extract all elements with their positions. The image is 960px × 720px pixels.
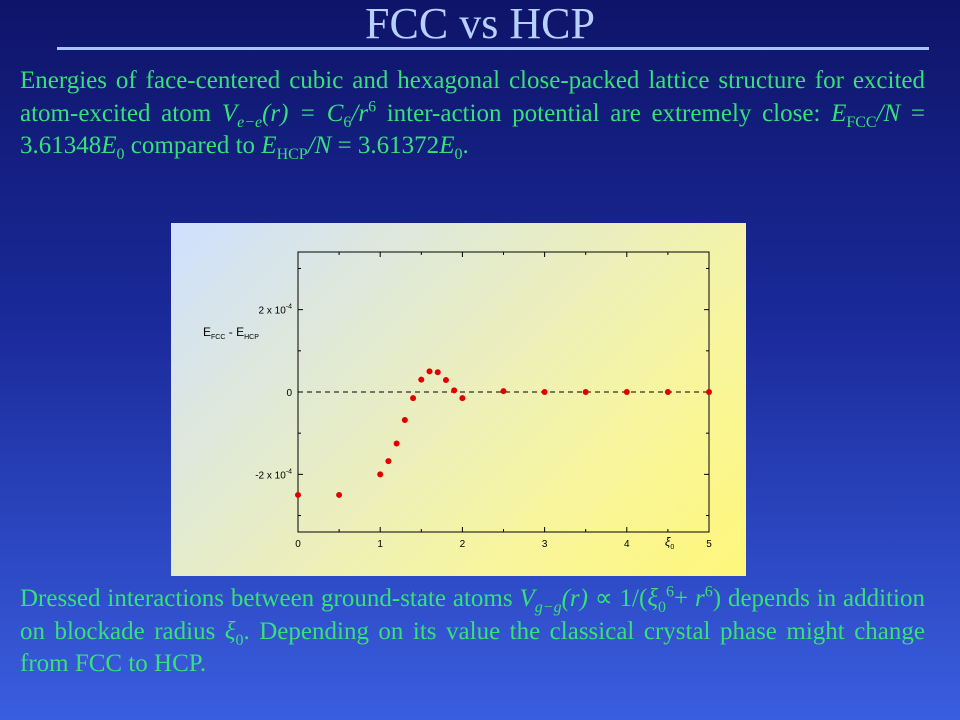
text-run: 6 bbox=[343, 113, 352, 131]
data-point bbox=[393, 440, 400, 447]
data-point bbox=[295, 491, 301, 498]
text-run: (r) = C bbox=[262, 99, 344, 127]
text-run: = 3.61348 bbox=[20, 99, 925, 160]
text-run: ∝ 1/( bbox=[587, 585, 648, 612]
x-axis-label: ξ0 bbox=[665, 535, 674, 551]
energy-difference-chart: 0 1 2 3 4 5-2 x 10-402 x 10-4 EFCC - EHCP ξ0 bbox=[203, 251, 712, 551]
dressed-interactions-paragraph: Dressed interactions between ground-stat… bbox=[20, 583, 925, 681]
text-run: depends in addition on blockade radius bbox=[20, 585, 925, 645]
text-run: 0 bbox=[454, 146, 463, 163]
text-run: (r) bbox=[561, 585, 588, 612]
intro-paragraph: Energies of face-centered cubic and hexa… bbox=[20, 65, 925, 163]
text-run: E bbox=[831, 99, 847, 127]
text-run: /r bbox=[351, 99, 369, 127]
data-point bbox=[401, 417, 408, 423]
slide-title: FCC vs HCP bbox=[365, 0, 595, 48]
text-run: g−g bbox=[534, 599, 562, 616]
data-point bbox=[664, 389, 671, 395]
x-tick-label: 1 bbox=[377, 539, 383, 550]
x-tick-label: 4 bbox=[624, 539, 630, 550]
text-run: 6 bbox=[704, 583, 713, 601]
text-run: . bbox=[462, 132, 469, 159]
data-point bbox=[459, 395, 466, 402]
text-run: 0 bbox=[658, 599, 667, 616]
text-run: HCP bbox=[276, 146, 308, 163]
y-tick-exponent: -4 bbox=[286, 468, 292, 475]
data-point bbox=[418, 376, 425, 383]
text-run: Dressed interactions between ground-stat… bbox=[20, 585, 520, 612]
y-tick-mantissa: 0 bbox=[286, 388, 292, 399]
data-point bbox=[336, 491, 343, 498]
text-run: . Depending on its value the classical c… bbox=[20, 617, 925, 678]
text-run: V bbox=[221, 99, 238, 127]
text-run: 0 bbox=[116, 146, 125, 163]
text-run: V bbox=[519, 585, 535, 612]
y-tick-label: 2 x 10-4 bbox=[259, 304, 293, 317]
data-point bbox=[377, 471, 384, 478]
text-run: ξ bbox=[647, 585, 659, 612]
text-run: = 3.61372 bbox=[331, 132, 440, 159]
x-tick-label: 2 bbox=[460, 539, 466, 550]
x-tick-label: 3 bbox=[542, 539, 548, 550]
data-point bbox=[385, 458, 392, 465]
data-point bbox=[500, 388, 507, 395]
y-tick-label: 0 bbox=[286, 388, 292, 399]
text-run: Energies of face-centered cubic and hexa… bbox=[20, 67, 925, 127]
y-axis-label: EFCC - EHCP bbox=[203, 325, 259, 341]
x-tick-label: 0 bbox=[295, 539, 301, 550]
data-point bbox=[451, 387, 458, 394]
text-run: E bbox=[439, 132, 455, 159]
y-tick-exponent: -4 bbox=[286, 304, 292, 311]
text-run: E bbox=[101, 132, 117, 159]
data-point bbox=[434, 369, 441, 376]
text-run: ) bbox=[712, 585, 722, 612]
text-run: + bbox=[674, 585, 696, 612]
text-run: 6 bbox=[666, 583, 675, 601]
text-run: r bbox=[695, 585, 705, 612]
data-point bbox=[623, 389, 630, 395]
y-tick-mantissa: -2 x 10 bbox=[255, 470, 286, 481]
y-tick-label: -2 x 10-4 bbox=[255, 468, 292, 481]
y-tick-mantissa: 2 x 10 bbox=[259, 306, 287, 317]
text-run: FCC bbox=[846, 113, 877, 131]
text-run: /N bbox=[876, 99, 901, 127]
text-run: 6 bbox=[368, 98, 377, 116]
data-point bbox=[426, 368, 433, 375]
chart-panel: 0 1 2 3 4 5 -2 x 10-4 0 2 x 10-4 EFCC - EHCP ξ0 bbox=[171, 223, 746, 576]
data-point bbox=[706, 389, 712, 395]
title-underline bbox=[57, 47, 929, 50]
data-point bbox=[410, 395, 417, 402]
text-run: inter-action potential are extremely clo… bbox=[376, 99, 832, 127]
text-run: ξ bbox=[224, 617, 236, 645]
data-point bbox=[582, 389, 589, 395]
x-tick-label: 5 bbox=[706, 539, 712, 550]
text-run: e−e bbox=[237, 113, 263, 131]
text-run: compared to bbox=[124, 132, 262, 159]
text-run: /N bbox=[307, 132, 332, 159]
data-point bbox=[541, 389, 548, 395]
text-run: E bbox=[261, 132, 277, 159]
data-point bbox=[442, 377, 449, 384]
text-run: 0 bbox=[235, 631, 244, 649]
